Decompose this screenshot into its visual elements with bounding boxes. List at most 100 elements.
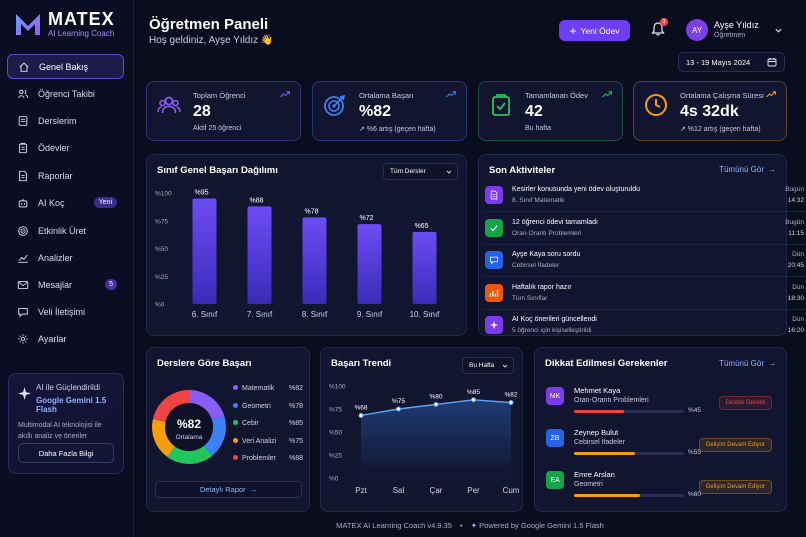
y-tick-label: %75: [329, 407, 342, 414]
sidebar-item--renci-takibi[interactable]: Öğrenci Takibi: [7, 81, 124, 106]
x-tick-label: Cum: [503, 486, 520, 495]
user-name[interactable]: Ayşe Yıldız: [714, 20, 759, 30]
activity-day: Dün: [792, 316, 804, 324]
legend-value: %75: [288, 437, 303, 445]
sidebar-item-derslerim[interactable]: Derslerim: [7, 108, 124, 133]
student-topic: Oran-Orantı Problemleri: [574, 397, 649, 404]
sidebar-item-etkinlik-ret[interactable]: Etkinlik Üret: [7, 218, 124, 243]
donut-slice[interactable]: [152, 390, 189, 422]
legend-item: Problemler %88: [233, 455, 303, 462]
attention-item[interactable]: ZB Zeynep Bulut Cebirsel İfadeler %55 Gelişi…: [546, 426, 772, 462]
total-students-card[interactable]: Toplam Öğrenci 28 Aktif 25 öğrenci: [146, 81, 301, 141]
average-success-sub: ↗ %6 artış (geçen hafta): [359, 126, 436, 133]
legend-label: Problemler: [242, 455, 276, 462]
legend-item: Veri Analizi %75: [233, 437, 303, 445]
activity-desc: Tüm Sınıflar: [512, 294, 548, 302]
donut-slice[interactable]: [152, 419, 175, 457]
detailed-report-button[interactable]: Detaylı Rapor →: [155, 481, 302, 498]
activity-day: Dün: [792, 283, 804, 291]
new-assignment-button[interactable]: + Yeni Ödev: [559, 20, 630, 41]
legend-item: Geometri %78: [233, 402, 303, 410]
success-trend-line-chart: %100 %75 %50 %25 %0 %68 Pzt %75 Sal %80 Çar %85 Per%…: [329, 384, 520, 496]
brand-logo[interactable]: MATEX AI Learning Coach: [14, 10, 115, 38]
activities-view-all-link[interactable]: Tümünü Gör →: [719, 165, 776, 174]
average-study-time-card[interactable]: Ortalama Çalışma Süresi 4s 32dk ↗ %12 artı…: [633, 81, 787, 141]
attention-card: Dikkat Edilmesi Gerekenler Tümünü Gör → …: [534, 347, 787, 512]
donut-slice[interactable]: [167, 445, 213, 464]
attention-item[interactable]: EA Emre Arslan Geometri %60 Gelişim Devam Ed…: [546, 468, 772, 504]
trend-point[interactable]: [396, 406, 401, 412]
bar[interactable]: [302, 217, 327, 304]
sidebar: MATEX AI Learning Coach Genel Bakış Öğren…: [0, 0, 134, 537]
average-success-card[interactable]: Ortalama Başarı %82 ↗ %6 artış (geçen haft…: [312, 81, 467, 141]
sidebar-item-ayarlar[interactable]: Ayarlar: [7, 326, 124, 351]
bar[interactable]: [412, 231, 437, 304]
chevron-down-icon[interactable]: [774, 26, 783, 35]
subject-filter-select[interactable]: Tüm Dersler: [383, 163, 458, 180]
activity-item[interactable]: 12 öğrenci ödevi tamamladı Oran-Orantı Pr…: [482, 215, 806, 245]
progress-bar: [574, 410, 684, 413]
target-icon: [18, 225, 28, 236]
sidebar-item-mesajlar[interactable]: Mesajlar 5: [7, 272, 124, 297]
legend-value: %78: [288, 402, 303, 410]
date-range-picker[interactable]: 13 - 19 Mayıs 2024: [678, 52, 785, 72]
total-students-sub: Aktif 25 öğrenci: [193, 125, 242, 132]
sidebar-item-label: Etkinlik Üret: [38, 225, 87, 236]
student-topic: Cebirsel İfadeler: [574, 439, 625, 446]
trend-point[interactable]: [471, 397, 476, 403]
sidebar-item-raporlar[interactable]: Raporlar: [7, 163, 124, 188]
completed-assignments-card[interactable]: Tamamlanan Ödev 42 Bu hafta: [478, 81, 623, 141]
bar[interactable]: [192, 198, 217, 304]
activity-desc: Oran-Orantı Problemleri: [512, 229, 582, 237]
trend-point[interactable]: [358, 412, 364, 418]
activity-item[interactable]: Ayşe Kaya soru sordu Cebirsel İfadeler Dün…: [482, 247, 806, 278]
sidebar-item-veli-i-leti-imi[interactable]: Veli İletişimi: [7, 299, 124, 324]
learn-more-button[interactable]: Daha Fazla Bilgi: [18, 443, 114, 463]
period-filter-select[interactable]: Bu Hafta: [462, 357, 514, 374]
footer-powered: Powered by Google Gemini 1.5 Flash: [479, 521, 604, 530]
home-icon: [19, 62, 29, 72]
trend-chart-title: Başarı Trendi: [331, 358, 392, 369]
average-study-time-value: 4s 32dk: [680, 103, 739, 120]
activity-time: 14:32: [787, 197, 804, 204]
donut-slice[interactable]: [204, 415, 227, 456]
activity-item[interactable]: AI Koç önerileri güncellendi 5 öğrenci iç…: [482, 312, 806, 342]
trend-value-label: %85: [467, 389, 480, 396]
sidebar-item--devler[interactable]: Ödevler: [7, 135, 124, 160]
attention-item[interactable]: MK Mehmet Kaya Oran-Orantı Problemleri %45 D…: [546, 384, 772, 420]
x-tick-label: 10. Sınıf: [410, 310, 441, 319]
progress-value: %60: [688, 491, 702, 498]
promo-text: Multimodal AI teknolojisi ile akıllı ana…: [18, 422, 102, 440]
legend-label: Cebir: [242, 420, 259, 427]
activity-item[interactable]: Kesirler konusunda yeni ödev oluşturuldu…: [482, 182, 806, 212]
donut-slice[interactable]: [189, 390, 225, 420]
activity-day: Bugün: [785, 218, 804, 226]
period-filter-value: Bu Hafta: [469, 362, 495, 369]
class-success-card: Sınıf Genel Başarı Dağılımı Tüm Dersler …: [146, 154, 467, 336]
bar[interactable]: [247, 206, 272, 304]
sidebar-item-label: Öğrenci Takibi: [38, 88, 95, 99]
student-avatar: EA: [546, 471, 564, 489]
completed-assignments-value: 42: [525, 103, 543, 120]
sidebar-item-genel-bak-[interactable]: Genel Bakış: [7, 54, 124, 79]
matex-logo-icon: [16, 14, 40, 35]
activity-item[interactable]: Haftalık rapor hazır Tüm Sınıflar Dün 18:30: [482, 280, 806, 310]
trend-point[interactable]: [433, 401, 439, 407]
subject-filter-value: Tüm Dersler: [390, 168, 426, 175]
mail-icon: [17, 280, 29, 289]
bar-value-label: %72: [360, 215, 374, 222]
footer-version: MATEX AI Learning Coach v4.9.35: [336, 521, 452, 530]
bar[interactable]: [357, 224, 382, 304]
activities-view-all-label: Tümünü Gör: [719, 165, 764, 174]
trend-point[interactable]: [508, 400, 514, 406]
total-students-label: Toplam Öğrenci: [193, 91, 246, 100]
sidebar-item-label: AI Koç: [38, 197, 65, 208]
y-tick-label: %0: [329, 476, 339, 483]
avatar[interactable]: AY: [686, 19, 708, 41]
sidebar-item-ai-ko-[interactable]: AI Koç Yeni: [7, 190, 124, 215]
attention-view-all-link[interactable]: Tümünü Gör →: [719, 359, 776, 368]
plus-icon: +: [569, 23, 577, 38]
sidebar-item-label: Derslerim: [38, 115, 77, 126]
users-icon: [17, 89, 29, 98]
sidebar-item-analizler[interactable]: Analizler: [7, 245, 124, 270]
